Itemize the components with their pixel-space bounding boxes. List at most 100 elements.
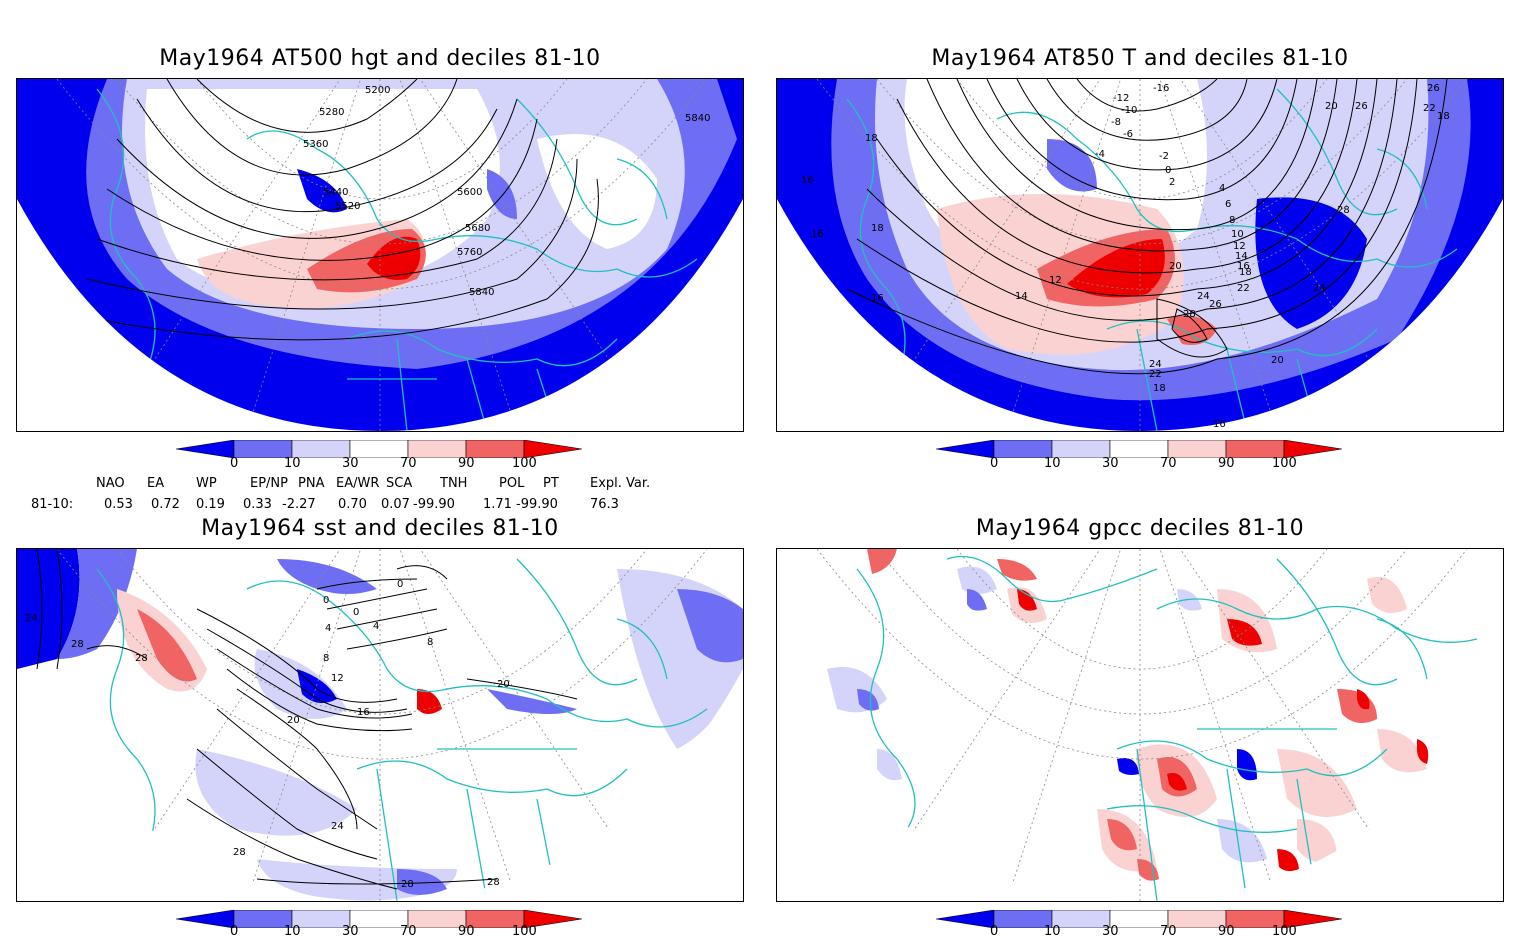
colorbar-tick: 10 [1044,456,1061,471]
decile-strong-low [17,549,80,669]
index-value: -99.90 [516,497,558,512]
panel-title-t850: May1964 AT850 T and deciles 81-10 [931,46,1349,71]
index-value: 0.07 [381,497,410,512]
map-panel-sst: 24 28 28 0 0 0 4 4 8 8 12 16 20 20 24 28… [16,548,744,902]
contour-label: 14 [1235,251,1248,262]
index-header: PNA [298,476,325,491]
contour-label: 28 [1337,205,1350,216]
colorbar-tick: 10 [284,456,301,471]
contour-label: 5440 [323,187,348,198]
index-header: PT [543,476,559,491]
colorbar-tick: 0 [990,456,999,471]
contour-label: 26 [1209,299,1222,310]
index-header: TNH [440,476,468,491]
contour-label: 5200 [365,85,390,96]
map-hgt500-svg: 5200 5280 5360 5440 5520 5600 5680 5760 … [17,79,743,431]
contour-label: 20 [497,679,510,690]
contour-label: 18 [871,223,884,234]
decile-low-core [297,169,347,213]
contour-label: 5840 [469,287,494,298]
gpcc-decile-patches [827,549,1429,881]
map-panel-gpcc [776,548,1504,902]
index-value: 76.3 [590,497,619,512]
colorbar-segment-0 [175,909,235,929]
index-value: 0.19 [196,497,225,512]
decile-mid-low-east [677,589,743,663]
contour-label: 24 [1149,359,1162,370]
colorbar-tick: 0 [230,924,239,939]
decile-mid-low [57,549,137,659]
index-header: EA [147,476,165,491]
index-value: 1.71 [483,497,512,512]
index-header: Expl. Var. [590,476,651,491]
colorbar-segment-0 [175,439,235,459]
contour-label: 28 [135,653,148,664]
contour-label: 8 [427,637,433,648]
t-contours [846,79,1448,375]
colorbar-tick: 0 [230,456,239,471]
contour-label: 4 [325,623,331,634]
decile-mid-high [137,609,197,682]
coastlines [856,555,1478,901]
decile-low-east [487,169,517,219]
contour-label: 8 [1229,215,1235,226]
decile-mid-low-tropic [397,869,447,895]
contour-label: 22 [1423,103,1436,114]
contour-label: 26 [1355,101,1368,112]
sst-contour-labels: 24 28 28 0 0 0 4 4 8 8 12 16 20 20 24 28… [25,579,510,890]
colorbar-tick: 100 [1272,924,1297,939]
index-value: -2.27 [282,497,316,512]
colorbar-segment-0 [935,439,995,459]
contour-label: 24 [25,613,38,624]
map-gpcc-svg [816,549,1478,901]
decile-mid-low-red-sea [487,689,577,714]
hgt-contours [86,79,599,341]
contour-label: -12 [1113,93,1129,104]
colorbar-tick: 10 [1044,924,1061,939]
colorbar-segment-0 [935,909,995,929]
contour-label: 12 [1233,241,1246,252]
contour-label: -6 [1123,129,1133,140]
contour-label: -16 [1153,83,1169,94]
contour-label: 20 [287,715,300,726]
contour-label: 20 [1325,101,1338,112]
colorbar-tick: 100 [512,456,537,471]
contour-label: 0 [397,579,403,590]
colorbar-tick: 90 [1218,456,1235,471]
contour-label: 5600 [457,187,482,198]
panel-title-sst: May1964 sst and deciles 81-10 [201,516,559,541]
contour-label: 12 [331,673,344,684]
decile-low-west [1047,139,1097,192]
colorbar-tick: 90 [1218,924,1235,939]
colorbar-svg [175,909,583,929]
index-value: 0.70 [338,497,367,512]
contour-label: 16 [357,707,370,718]
decile-strong-high-med [417,689,442,714]
t-contour-labels: -16 -12 -10 -8 -6 -4 -2 0 2 4 6 8 10 12 … [801,83,1450,430]
index-header: POL [499,476,525,491]
contour-label: 5760 [457,247,482,258]
colorbar-tick: 100 [512,924,537,939]
contour-label: 24 [331,821,344,832]
contour-label: 8 [323,653,329,664]
contour-label: -8 [1111,117,1121,128]
contour-label: 24 [1313,283,1326,294]
contour-label: 28 [71,639,84,650]
contour-label: -10 [1121,105,1137,116]
contour-label: 5280 [319,107,344,118]
colorbar-segment-6 [1283,439,1343,459]
map-panel-t850: -16 -12 -10 -8 -6 -4 -2 0 2 4 6 8 10 12 … [776,78,1504,432]
decile-mid-low-north [277,559,377,594]
index-header: NAO [96,476,125,491]
colorbar-tick: 90 [458,456,475,471]
colorbar-tick: 70 [400,924,417,939]
contour-label: 5840 [685,113,710,124]
map-t850-svg: -16 -12 -10 -8 -6 -4 -2 0 2 4 6 8 10 12 … [777,79,1503,431]
decile-weak-low-south [195,749,357,836]
colorbar-segment-6 [523,909,583,929]
colorbar-tick: 30 [1102,456,1119,471]
contour-label: 16 [811,229,824,240]
contour-label: 6 [1225,199,1231,210]
decile-low-core [1255,197,1367,329]
contour-label: 14 [1015,291,1028,302]
